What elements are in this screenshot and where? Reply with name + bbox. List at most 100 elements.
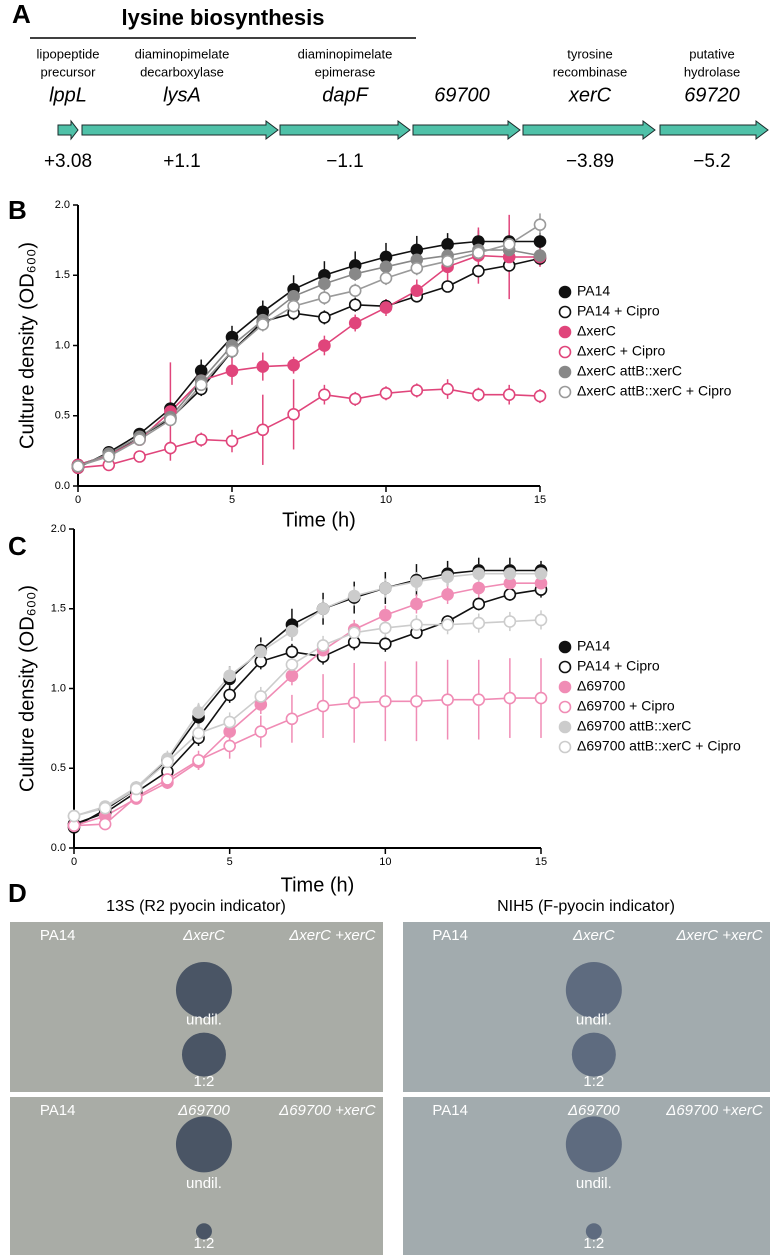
series-line	[73, 619, 542, 817]
data-point	[441, 588, 454, 601]
panel-label: D	[8, 878, 27, 908]
dilution-label: 1:2	[583, 1073, 604, 1090]
data-point	[316, 699, 330, 713]
legend-label: PA14 + Cipro	[577, 303, 660, 319]
data-point	[410, 694, 423, 708]
data-point	[379, 621, 392, 635]
series-line	[73, 572, 541, 817]
data-point	[379, 260, 393, 274]
data-point	[441, 254, 454, 268]
y-tick-label: 1.5	[55, 269, 70, 281]
data-point	[133, 433, 146, 446]
fold-change: −3.89	[566, 151, 614, 172]
gene-description: recombinase	[553, 64, 627, 79]
data-point	[533, 218, 547, 231]
data-point	[379, 694, 392, 708]
panel-label: C	[8, 531, 27, 561]
data-point	[192, 726, 205, 740]
data-point	[379, 386, 393, 400]
panel-label: B	[8, 195, 27, 225]
data-point	[379, 608, 392, 622]
gene-description: decarboxylase	[140, 64, 224, 79]
strain-label: ΔxerC +xerC	[675, 927, 762, 944]
data-point	[410, 597, 423, 611]
data-point	[502, 238, 516, 251]
plaque-spot	[181, 1032, 226, 1077]
data-point	[223, 739, 236, 753]
gene-arrow	[412, 120, 521, 140]
dilution-label: undil.	[576, 1175, 612, 1192]
dilution-label: 1:2	[583, 1235, 604, 1252]
plaque-spot	[175, 1116, 232, 1173]
y-tick-label: 2.0	[51, 523, 66, 535]
data-point	[347, 696, 361, 710]
data-point	[287, 408, 300, 421]
y-tick-label: 0.0	[51, 842, 66, 854]
legend-marker	[558, 700, 572, 714]
data-point	[256, 423, 270, 437]
dilution-label: undil.	[186, 1175, 222, 1192]
data-point	[472, 567, 486, 580]
data-point	[348, 316, 362, 330]
data-point	[410, 384, 424, 397]
strain-label: PA14	[40, 1102, 76, 1119]
plate-title: 13S (R2 pyocin indicator)	[106, 898, 286, 915]
data-point	[71, 460, 85, 473]
y-tick-label: 0.5	[55, 410, 70, 422]
gene-name: lysA	[163, 84, 201, 106]
data-point	[410, 261, 424, 275]
legend-label: PA14	[577, 283, 610, 299]
data-point	[533, 235, 547, 248]
series-line	[77, 388, 541, 469]
dilution-label: undil.	[576, 1012, 612, 1029]
data-point	[379, 637, 392, 651]
legend-marker	[558, 640, 572, 654]
data-point	[503, 567, 517, 580]
plaque-spot	[565, 962, 622, 1018]
data-point	[472, 616, 486, 630]
series-line	[77, 224, 541, 468]
dilution-label: undil.	[186, 1012, 222, 1029]
data-point	[316, 639, 330, 652]
legend-label: PA14	[577, 638, 610, 654]
y-tick-label: 1.0	[51, 682, 66, 694]
data-point	[164, 441, 177, 455]
data-point	[129, 782, 143, 796]
series-line	[77, 240, 540, 469]
fold-change: −5.2	[693, 151, 731, 172]
legend-marker	[558, 680, 572, 694]
gene-name: 69720	[684, 84, 740, 106]
data-point	[472, 581, 486, 595]
data-point	[192, 706, 205, 719]
data-point	[285, 645, 299, 659]
x-tick-label: 15	[534, 494, 546, 506]
data-point	[223, 688, 236, 702]
data-point	[410, 575, 423, 588]
data-point	[379, 581, 392, 595]
gene-name: 69700	[434, 84, 490, 106]
data-point	[285, 712, 299, 726]
data-point	[318, 339, 331, 352]
data-point	[348, 298, 362, 312]
x-tick-label: 10	[380, 494, 392, 506]
legend-label: PA14 + Cipro	[577, 658, 660, 674]
y-tick-label: 2.0	[55, 199, 70, 211]
data-point	[316, 602, 330, 616]
data-point	[347, 626, 361, 639]
legend-label: Δ69700 + Cipro	[577, 698, 675, 714]
dilution-label: 1:2	[194, 1073, 215, 1090]
data-point	[194, 378, 208, 392]
data-point	[503, 588, 517, 601]
series-line	[73, 588, 542, 825]
data-point	[98, 817, 112, 831]
fold-change: −1.1	[326, 151, 364, 172]
data-point	[256, 318, 270, 331]
data-point	[441, 280, 454, 293]
strain-label: PA14	[40, 927, 76, 944]
dilution-label: 1:2	[194, 1235, 215, 1252]
legend-marker	[558, 660, 572, 674]
data-point	[256, 360, 270, 373]
strain-label: ΔxerC	[572, 927, 615, 944]
data-point	[534, 691, 548, 705]
